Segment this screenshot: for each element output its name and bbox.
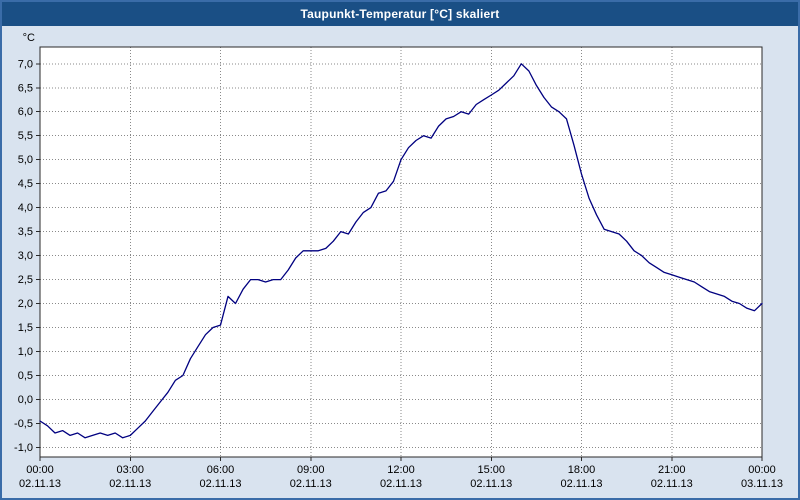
y-tick-label: 3,5	[18, 226, 33, 238]
dewpoint-series-line	[39, 63, 763, 439]
x-tick-date-label: 02.11.13	[380, 478, 422, 490]
dewpoint-line-chart: 7,0 6,5 6,0 5,5 5,0 4,5 4,0 3,5 3,0 2,5 2,0 1,5 1,0 0…	[14, 32, 783, 490]
x-tick-time-label: 18:00	[568, 464, 596, 476]
x-tick-time-label: 21:00	[658, 464, 686, 476]
y-tick-label: 5,0	[18, 154, 33, 166]
y-tick-label: 3,0	[18, 250, 33, 262]
chart-title: Taupunkt-Temperatur [°C] skaliert	[300, 7, 500, 21]
x-tick-time-label: 00:00	[748, 464, 776, 476]
x-tick-date-label: 03.11.13	[741, 478, 783, 490]
x-tick-time-label: 06:00	[207, 464, 235, 476]
y-tick-label: 4,5	[18, 178, 33, 190]
y-axis-unit-label: °C	[23, 32, 35, 44]
y-tick-label: 6,5	[18, 82, 33, 94]
y-tick-label: 1,5	[18, 322, 33, 334]
y-tick-label: 2,5	[18, 274, 33, 286]
x-tick-date-label: 02.11.13	[470, 478, 512, 490]
y-tick-label: -0,5	[14, 418, 33, 430]
x-tick-date-label: 02.11.13	[199, 478, 241, 490]
y-tick-label: 1,0	[18, 346, 33, 358]
plot-frame	[39, 46, 763, 458]
x-tick-time-label: 09:00	[297, 464, 325, 476]
x-tick-time-label: 12:00	[387, 464, 415, 476]
y-tick-label: 7,0	[18, 58, 33, 70]
y-tick-label: 6,0	[18, 106, 33, 118]
chart-area: 7,0 6,5 6,0 5,5 5,0 4,5 4,0 3,5 3,0 2,5 2,0 1,5 1,0 0…	[2, 26, 798, 498]
y-tick-label: 0,5	[18, 370, 33, 382]
x-tick-date-label: 02.11.13	[290, 478, 332, 490]
x-tick-date-label: 02.11.13	[19, 478, 61, 490]
y-tick-label: 5,5	[18, 130, 33, 142]
x-tick-time-label: 03:00	[116, 464, 144, 476]
x-tick-date-label: 02.11.13	[560, 478, 602, 490]
x-tick-date-label: 02.11.13	[651, 478, 693, 490]
x-tick-time-label: 15:00	[477, 464, 505, 476]
y-tick-label: 0,0	[18, 394, 33, 406]
chart-title-bar: Taupunkt-Temperatur [°C] skaliert	[2, 2, 798, 26]
y-tick-label: 4,0	[18, 202, 33, 214]
x-tick-time-label: 00:00	[26, 464, 54, 476]
y-tick-label: -1,0	[14, 442, 33, 454]
x-tick-date-label: 02.11.13	[109, 478, 151, 490]
y-tick-label: 2,0	[18, 298, 33, 310]
